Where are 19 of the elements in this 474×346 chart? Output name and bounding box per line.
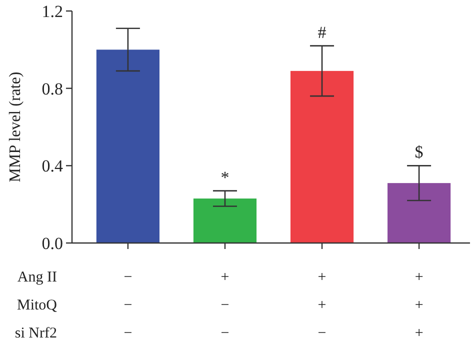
bar bbox=[388, 183, 451, 243]
bar bbox=[96, 50, 160, 243]
annotation: # bbox=[318, 22, 327, 42]
text: si Nrf2 bbox=[14, 325, 57, 342]
x-tick-label: + + + bbox=[414, 269, 424, 342]
text: Ang II bbox=[17, 269, 57, 286]
y-tick-label: 1.2 bbox=[42, 2, 63, 21]
y-tick-label: 0.0 bbox=[42, 234, 63, 253]
bar bbox=[193, 198, 257, 243]
x-tick-label: + − − bbox=[220, 269, 230, 342]
y-tick-label: 0.4 bbox=[42, 156, 64, 176]
text: MitoQ bbox=[16, 297, 58, 314]
x-tick-label: − − − bbox=[124, 269, 132, 342]
annotation: * bbox=[220, 168, 230, 187]
x-tick-label: + + − bbox=[318, 269, 326, 342]
y-axis-title: MMP level (rate) bbox=[7, 72, 24, 182]
y-tick-label: 0.8 bbox=[42, 79, 63, 98]
bar bbox=[290, 70, 354, 243]
annotation: $ bbox=[414, 142, 424, 162]
